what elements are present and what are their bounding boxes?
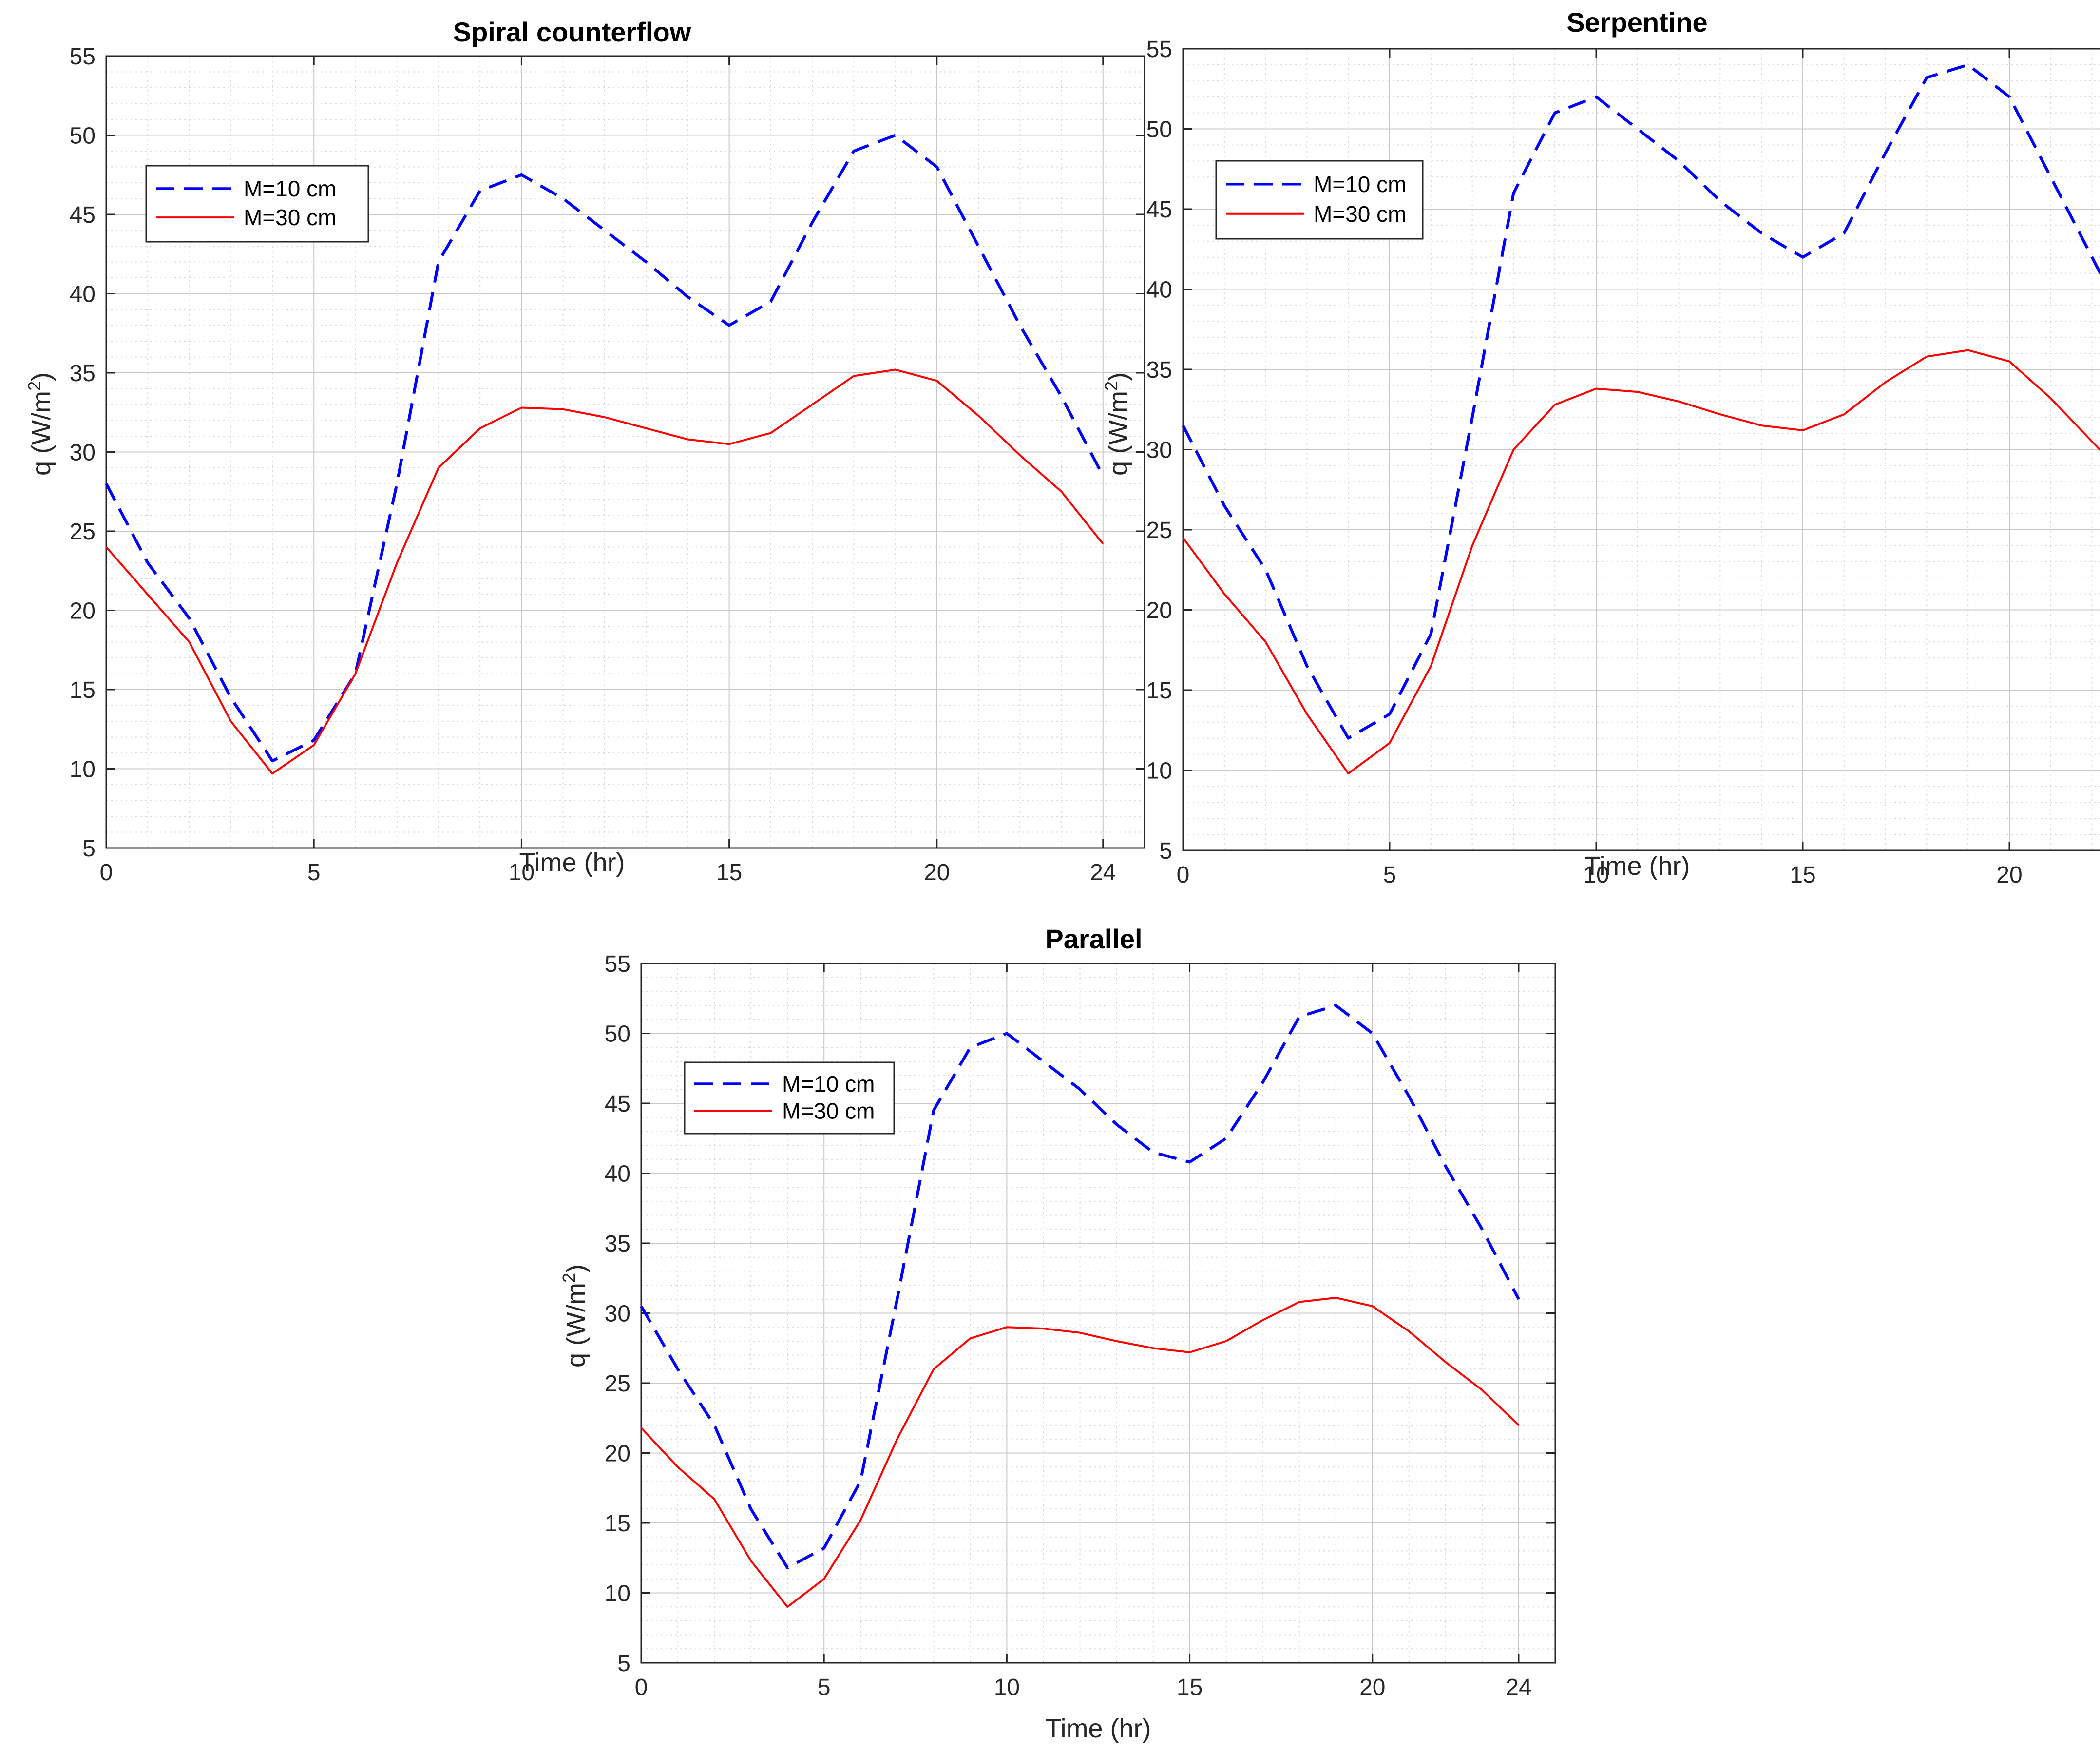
series-line-2: [105, 368, 1104, 775]
y-tick-label: 40: [1146, 277, 1172, 303]
x-tick-label: 0: [1177, 862, 1190, 888]
x-tick-label: 15: [1790, 862, 1815, 888]
series-line-1: [640, 1004, 1520, 1569]
y-axis-label: q (W/m2): [24, 372, 56, 476]
series-line-2: [1182, 349, 2100, 775]
chart-title: Parallel: [1045, 924, 1142, 954]
x-axis-label: Time (hr): [1585, 851, 1690, 881]
x-tick-label: 10: [1583, 862, 1609, 888]
x-tick-label: 0: [100, 860, 113, 886]
y-axis-label: q (W/m2): [1101, 372, 1133, 476]
y-tick-label: 30: [70, 440, 95, 466]
chart-title: Spiral counterflow: [453, 17, 691, 47]
y-tick-label: 55: [70, 44, 95, 70]
x-tick-label: 15: [716, 860, 742, 886]
y-tick-label: 40: [70, 282, 95, 308]
x-tick-label: 20: [1996, 862, 2022, 888]
legend: M=10 cm M=30 cm: [145, 165, 369, 243]
chart-serpentine: Serpentine Time (hr) q (W/m2) 0510152024…: [1101, 7, 2100, 888]
y-tick-label: 50: [605, 1021, 630, 1047]
y-tick-label: 10: [605, 1581, 630, 1607]
series-line-1: [105, 134, 1105, 763]
y-tick-label: 20: [70, 598, 95, 624]
y-tick-label: 30: [605, 1301, 630, 1327]
legend-label-series-2: M=30 cm: [244, 205, 336, 230]
y-tick-label: 25: [1146, 518, 1172, 543]
x-tick-label: 10: [994, 1675, 1020, 1700]
y-tick-label: 10: [1146, 758, 1172, 784]
y-tick-label: 5: [1159, 838, 1172, 864]
chart-parallel: Parallel Time (hr) q (W/m2) 0 5 10 15 20 2451…: [559, 924, 1556, 1743]
y-tick-label: 35: [70, 361, 95, 386]
legend-box: [684, 1061, 895, 1135]
x-tick-label: 0: [635, 1675, 648, 1700]
y-tick-label: 25: [70, 519, 95, 545]
y-tick-label: 15: [70, 677, 95, 703]
series-line-2: [640, 1296, 1520, 1608]
y-tick-label: 20: [605, 1441, 630, 1467]
series-line-1: [1182, 63, 2100, 740]
y-tick-label: 35: [605, 1231, 630, 1257]
chart-title: Serpentine: [1566, 7, 1707, 38]
y-tick-label: 5: [617, 1651, 630, 1676]
y-tick-label: 55: [1146, 37, 1172, 62]
x-axis-label: Time (hr): [1046, 1714, 1151, 1743]
y-tick-label: 20: [1146, 598, 1172, 624]
y-tick-label: 50: [70, 123, 95, 149]
y-tick-label: 50: [1146, 117, 1172, 143]
y-tick-label: 55: [605, 951, 630, 977]
y-tick-label: 30: [1146, 438, 1172, 463]
y-tick-label: 45: [1146, 197, 1172, 223]
y-axis-label: q (W/m2): [559, 1264, 591, 1368]
legend-box: [1215, 160, 1424, 240]
legend-label-series-1: M=10 cm: [244, 176, 336, 201]
y-tick-label: 35: [1146, 357, 1172, 383]
x-tick-label: 10: [509, 860, 535, 886]
legend-label-series-2: M=30 cm: [782, 1098, 875, 1123]
y-tick-label: 5: [82, 836, 95, 862]
legend-label-series-1: M=10 cm: [782, 1071, 875, 1097]
y-tick-label: 25: [605, 1371, 630, 1397]
x-tick-label: 5: [307, 860, 321, 886]
x-tick-label: 20: [1359, 1675, 1385, 1700]
x-tick-label: 24: [1090, 860, 1116, 886]
x-tick-label: 24: [1506, 1675, 1531, 1700]
x-tick-label: 15: [1177, 1675, 1203, 1700]
legend-label-series-1: M=10 cm: [1314, 172, 1406, 197]
y-tick-label: 45: [70, 202, 95, 228]
y-tick-label: 10: [70, 757, 95, 783]
legend: M=10 cm M=30 cm: [1215, 160, 1424, 240]
legend-box: [145, 165, 369, 243]
x-tick-label: 5: [1383, 862, 1396, 888]
legend-label-series-2: M=30 cm: [1314, 201, 1406, 227]
y-tick-label: 45: [605, 1091, 630, 1117]
x-tick-label: 5: [818, 1675, 831, 1700]
x-tick-label: 20: [924, 860, 950, 886]
y-tick-label: 40: [605, 1161, 630, 1187]
legend: M=10 cm M=30 cm: [684, 1061, 895, 1135]
y-tick-label: 15: [1146, 678, 1172, 704]
x-axis-label: Time (hr): [519, 848, 625, 877]
y-tick-label: 15: [605, 1511, 630, 1537]
